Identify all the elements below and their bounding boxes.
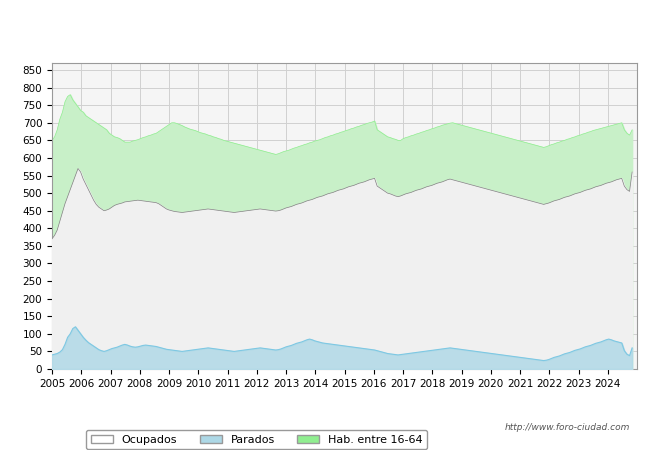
- Text: http://www.foro-ciudad.com: http://www.foro-ciudad.com: [505, 423, 630, 432]
- Text: La Alberca - Evolucion de la poblacion en edad de Trabajar Noviembre de 2024: La Alberca - Evolucion de la poblacion e…: [30, 21, 620, 33]
- Legend: Ocupados, Parados, Hab. entre 16-64: Ocupados, Parados, Hab. entre 16-64: [86, 430, 427, 449]
